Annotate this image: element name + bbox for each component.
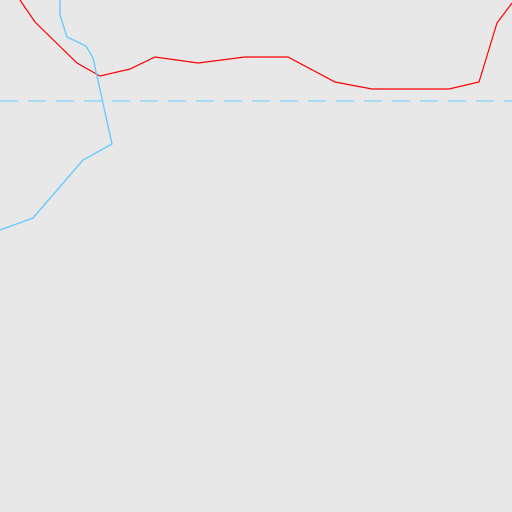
blue-river-line [0, 0, 113, 231]
red-boundary-line [19, 0, 512, 90]
